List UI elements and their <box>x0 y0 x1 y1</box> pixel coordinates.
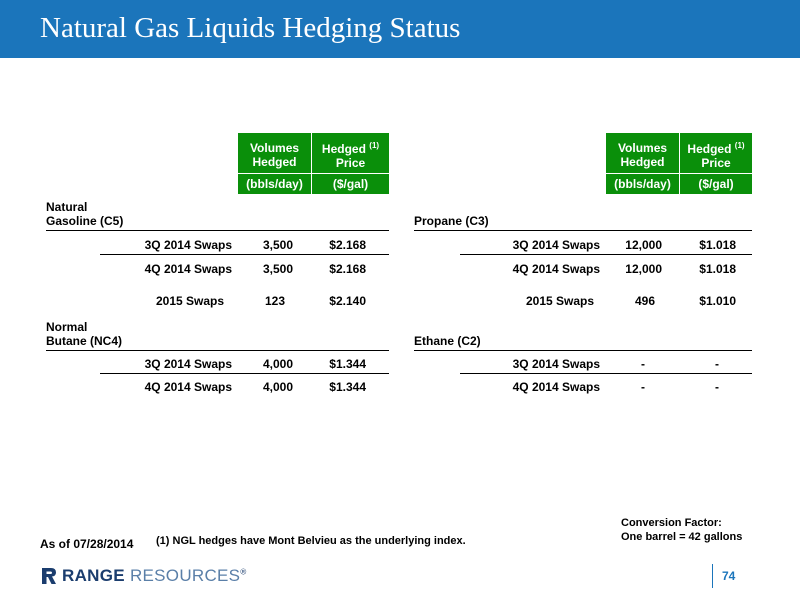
row-label: 4Q 2014 Swaps <box>512 262 600 276</box>
section-natural-gasoline: Natural Gasoline (C5) <box>46 200 124 228</box>
left-price-header: Hedged (1) Price <box>312 133 389 173</box>
row-volume: 123 <box>264 294 286 308</box>
row-label: 4Q 2014 Swaps <box>512 380 600 394</box>
row-volume: 496 <box>634 294 656 308</box>
row-price: $2.168 <box>329 262 366 276</box>
range-logo-icon <box>42 568 56 584</box>
page-title: Natural Gas Liquids Hedging Status <box>40 12 461 44</box>
footnote: (1) NGL hedges have Mont Belvieu as the … <box>156 535 466 547</box>
right-price-header: Hedged (1) Price <box>680 133 752 173</box>
row-price: - <box>715 357 719 371</box>
row-price: $1.018 <box>699 238 736 252</box>
divider <box>100 373 389 374</box>
row-volume: 3,500 <box>262 238 293 252</box>
title-bar: Natural Gas Liquids Hedging Status <box>0 0 800 58</box>
divider <box>414 230 752 231</box>
row-price: $2.140 <box>329 294 366 308</box>
row-label: 3Q 2014 Swaps <box>512 238 600 252</box>
row-label: 2015 Swaps <box>525 294 595 308</box>
right-volumes-unit: (bbls/day) <box>606 174 680 194</box>
row-label: 3Q 2014 Swaps <box>144 357 232 371</box>
row-price: - <box>715 380 719 394</box>
row-volume: 4,000 <box>262 380 293 394</box>
divider <box>460 373 752 374</box>
row-volume: 3,500 <box>262 262 293 276</box>
left-volumes-header: Volumes Hedged <box>238 133 312 173</box>
divider <box>46 230 389 231</box>
row-volume: - <box>641 380 645 394</box>
divider <box>100 254 389 255</box>
row-label: 2015 Swaps <box>155 294 225 308</box>
row-price: $2.168 <box>329 238 366 252</box>
page-number-divider <box>712 564 713 588</box>
logo-wordmark: RANGE RESOURCES® <box>62 566 247 585</box>
divider <box>414 350 752 351</box>
right-volumes-header: Volumes Hedged <box>606 133 680 173</box>
right-price-unit: ($/gal) <box>680 174 752 194</box>
row-volume: - <box>641 357 645 371</box>
row-label: 4Q 2014 Swaps <box>144 380 232 394</box>
divider <box>46 350 389 351</box>
row-label: 4Q 2014 Swaps <box>144 262 232 276</box>
section-ethane: Ethane (C2) <box>414 334 481 348</box>
divider <box>460 254 752 255</box>
row-volume: 4,000 <box>262 357 293 371</box>
row-price: $1.018 <box>699 262 736 276</box>
row-price: $1.344 <box>329 380 366 394</box>
row-volume: 12,000 <box>625 262 662 276</box>
section-propane: Propane (C3) <box>414 214 489 228</box>
row-volume: 12,000 <box>625 238 662 252</box>
row-price: $1.010 <box>699 294 736 308</box>
page-number: 74 <box>722 569 736 583</box>
conversion-factor: Conversion Factor: One barrel = 42 gallon… <box>621 517 743 543</box>
row-label: 3Q 2014 Swaps <box>144 238 232 252</box>
section-normal-butane: Normal Butane (NC4) <box>46 320 123 348</box>
row-label: 3Q 2014 Swaps <box>512 357 600 371</box>
left-price-unit: ($/gal) <box>312 174 389 194</box>
row-price: $1.344 <box>329 357 366 371</box>
as-of-date: As of 07/28/2014 <box>40 537 134 551</box>
left-volumes-unit: (bbls/day) <box>238 174 312 194</box>
